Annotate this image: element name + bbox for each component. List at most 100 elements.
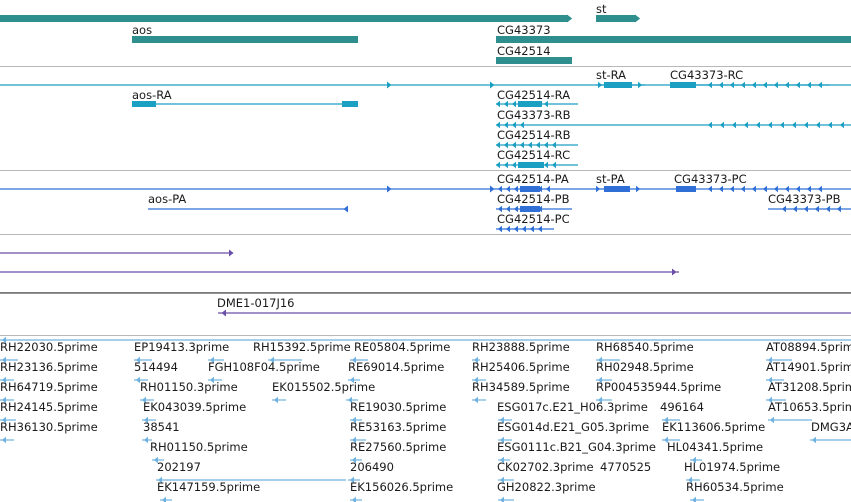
transcript-exon[interactable] [740,81,745,89]
transcript-exon[interactable] [803,121,808,129]
transcript-exon[interactable] [638,81,643,89]
protein-cds[interactable] [740,185,745,193]
est-label[interactable]: ESG0111c.B21_G04.3prime [497,440,657,454]
protein-cds[interactable] [521,225,526,233]
transcript-label[interactable]: CG43373-RB [497,108,571,122]
est-label[interactable]: RH23136.5prime [0,360,98,374]
transcript-exon[interactable] [707,121,712,129]
protein-label[interactable]: CG42514-PC [497,212,570,226]
est-label[interactable]: FGH108F04.5prime [208,360,320,374]
transcript-exon[interactable] [608,81,613,89]
est-label[interactable]: EK156026.5prime [350,480,454,494]
est-arrow[interactable] [351,436,356,444]
gene-arrow[interactable] [635,14,641,23]
est-arrow[interactable] [691,456,696,464]
gene-feature[interactable] [0,15,568,22]
protein-cds[interactable] [513,225,518,233]
est-arrow[interactable] [273,396,278,404]
est-arrow[interactable] [663,436,668,444]
protein-cds[interactable] [781,205,786,213]
transcript-exon[interactable] [527,141,532,149]
protein-cds[interactable] [537,225,542,233]
transcript-exon[interactable] [519,121,524,129]
est-label[interactable]: RH15392.5prime [253,340,351,354]
protein-cds[interactable] [505,225,510,233]
est-arrow[interactable] [769,416,774,424]
est-label[interactable]: 4770525 [600,460,652,474]
gene-feature[interactable] [496,36,851,43]
transcript-exon[interactable] [543,141,548,149]
protein-cds[interactable] [825,205,830,213]
transcript-exon[interactable] [762,81,767,89]
protein-cds[interactable] [513,185,518,193]
cds[interactable] [520,186,540,192]
gene-feature[interactable] [596,15,636,22]
est-label[interactable]: RH34589.5prime [472,380,570,394]
gene-label[interactable]: aos [132,23,153,37]
transcript-label[interactable]: st-RA [596,68,627,82]
est-arrow[interactable] [687,476,692,484]
est-arrow[interactable] [135,356,140,364]
est-arrow[interactable] [499,496,504,502]
est-arrow[interactable] [209,376,214,384]
protein-cds[interactable] [784,185,789,193]
exon[interactable] [518,101,542,107]
transcript-exon[interactable] [511,121,516,129]
est-label[interactable]: EK147159.5prime [157,480,261,494]
est-label[interactable]: RE53163.5prime [350,420,447,434]
protein-cds[interactable] [626,185,631,193]
transcript-exon[interactable] [503,161,508,169]
est-arrow[interactable] [157,476,162,484]
cds[interactable] [520,206,540,212]
gene-label[interactable]: CG43373 [497,23,551,37]
protein-cds[interactable] [513,205,518,213]
transcript-exon[interactable] [806,81,811,89]
transcript-exon[interactable] [767,121,772,129]
protein-label[interactable]: CG42514-PB [497,192,570,206]
transcript-exon[interactable] [551,141,556,149]
est-arrow[interactable] [663,416,668,424]
transcript-label[interactable]: CG42514-RA [497,88,571,102]
transcript-exon[interactable] [827,121,832,129]
transcript-exon[interactable] [718,81,723,89]
est-label[interactable]: RE19030.5prime [350,400,447,414]
gene-arrow[interactable] [567,14,573,23]
transcript-exon[interactable] [511,100,516,108]
est-arrow[interactable] [1,336,6,344]
transcript-exon[interactable] [815,121,820,129]
transcript-exon[interactable] [503,121,508,129]
transcript-exon[interactable] [511,161,516,169]
protein-cds[interactable] [497,185,502,193]
transcript-exon[interactable] [503,141,508,149]
transcript-exon[interactable] [779,121,784,129]
est-label[interactable]: 514494 [134,360,178,374]
est-label[interactable]: RE69014.5prime [348,360,445,374]
est-label[interactable]: RH68540.5prime [596,340,694,354]
est-label[interactable]: ESG017c.E21_H06.3prime [497,400,648,414]
est-arrow[interactable] [597,376,602,384]
protein-label[interactable]: st-PA [596,172,625,186]
transcript-exon[interactable] [791,121,796,129]
est-label[interactable]: RH60534.5prime [686,480,784,494]
est-arrow[interactable] [1,376,6,384]
transcript-arrow[interactable] [490,81,495,89]
est-label[interactable]: RH24145.5prime [0,400,98,414]
clone-arrow[interactable] [221,309,226,317]
transcript-label[interactable]: aos-RA [132,88,172,102]
est-label[interactable]: RH02948.5prime [596,360,694,374]
est-arrow[interactable] [811,436,816,444]
est-label[interactable]: RP004535944.5prime [596,380,722,394]
transcript-exon[interactable] [495,121,500,129]
exon[interactable] [132,101,156,107]
est-arrow[interactable] [691,496,696,502]
est-arrow[interactable] [473,376,478,384]
est-arrow[interactable] [1,356,6,364]
transcript-exon[interactable] [511,141,516,149]
protein-cds[interactable] [729,185,734,193]
est-arrow[interactable] [143,436,148,444]
protein-cds[interactable] [803,205,808,213]
transcript-exon[interactable] [755,121,760,129]
est-arrow[interactable] [269,356,274,364]
est-label[interactable]: RH22030.5prime [0,340,98,354]
protein-cds[interactable] [806,185,811,193]
